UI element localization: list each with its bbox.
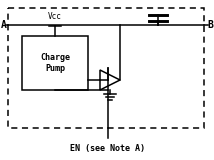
Text: A: A	[1, 20, 7, 30]
Text: Vcc: Vcc	[48, 12, 62, 21]
Bar	[8, 8, 204, 128]
Text: Charge
Pump: Charge Pump	[40, 53, 70, 73]
Text: EN (see Note A): EN (see Note A)	[70, 144, 146, 153]
Bar	[22, 36, 88, 90]
Text: B: B	[207, 20, 213, 30]
